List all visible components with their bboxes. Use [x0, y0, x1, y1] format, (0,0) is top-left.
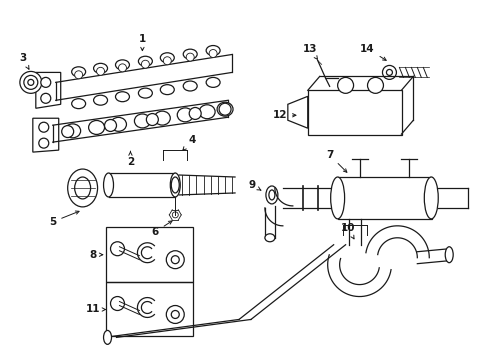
Ellipse shape	[183, 49, 197, 59]
Circle shape	[166, 251, 184, 269]
Ellipse shape	[134, 114, 150, 128]
Ellipse shape	[206, 45, 220, 55]
Circle shape	[382, 66, 396, 80]
Text: 4: 4	[183, 135, 196, 150]
Circle shape	[219, 103, 230, 115]
Ellipse shape	[67, 169, 98, 207]
Ellipse shape	[154, 111, 170, 125]
Text: 5: 5	[49, 211, 79, 227]
Bar	[337, 177, 431, 219]
Circle shape	[28, 80, 34, 85]
Circle shape	[118, 64, 126, 72]
Ellipse shape	[171, 177, 179, 193]
Text: 1: 1	[139, 33, 146, 51]
Ellipse shape	[444, 247, 452, 263]
Text: 3: 3	[19, 54, 29, 69]
Ellipse shape	[72, 99, 85, 109]
Ellipse shape	[93, 95, 107, 105]
Ellipse shape	[103, 330, 111, 345]
Ellipse shape	[64, 124, 81, 138]
Ellipse shape	[183, 81, 197, 91]
Circle shape	[367, 77, 383, 93]
Ellipse shape	[88, 121, 104, 134]
Circle shape	[171, 310, 179, 319]
Ellipse shape	[170, 173, 180, 197]
Circle shape	[186, 53, 194, 61]
Circle shape	[61, 126, 74, 138]
Ellipse shape	[177, 108, 193, 122]
Bar	[307, 90, 402, 135]
Circle shape	[75, 71, 82, 79]
Ellipse shape	[93, 63, 107, 73]
Ellipse shape	[160, 85, 174, 95]
Text: 12: 12	[272, 110, 295, 120]
Circle shape	[39, 122, 49, 132]
Ellipse shape	[330, 177, 344, 219]
Text: 6: 6	[151, 221, 172, 237]
Text: 14: 14	[360, 44, 386, 60]
Ellipse shape	[199, 105, 215, 119]
Text: 9: 9	[248, 180, 261, 190]
Ellipse shape	[206, 77, 220, 87]
Text: 10: 10	[340, 223, 354, 239]
Text: 7: 7	[325, 150, 346, 172]
Ellipse shape	[265, 186, 277, 204]
Ellipse shape	[75, 177, 90, 199]
Ellipse shape	[72, 67, 85, 77]
Circle shape	[337, 77, 353, 93]
Circle shape	[20, 71, 41, 93]
Ellipse shape	[138, 88, 152, 98]
Circle shape	[39, 138, 49, 148]
Text: 11: 11	[85, 305, 105, 315]
Ellipse shape	[264, 234, 274, 242]
Ellipse shape	[115, 60, 129, 70]
Circle shape	[163, 57, 171, 65]
Circle shape	[41, 77, 51, 87]
Circle shape	[24, 75, 38, 89]
Circle shape	[110, 297, 124, 310]
Circle shape	[104, 120, 116, 131]
Circle shape	[41, 93, 51, 103]
Ellipse shape	[115, 92, 129, 102]
Ellipse shape	[103, 173, 113, 197]
Circle shape	[141, 60, 149, 68]
Ellipse shape	[138, 56, 152, 66]
Circle shape	[172, 212, 178, 218]
Circle shape	[386, 69, 392, 75]
Bar	[105, 227, 193, 282]
Ellipse shape	[268, 190, 274, 200]
Text: 8: 8	[89, 250, 102, 260]
Text: 2: 2	[126, 152, 134, 167]
Circle shape	[110, 242, 124, 256]
Circle shape	[96, 67, 104, 75]
Circle shape	[171, 256, 179, 264]
Text: 13: 13	[302, 44, 317, 59]
Bar	[105, 282, 193, 336]
Circle shape	[209, 50, 217, 58]
Circle shape	[146, 113, 158, 126]
Ellipse shape	[217, 102, 233, 116]
Ellipse shape	[160, 53, 174, 63]
Ellipse shape	[424, 177, 437, 219]
Circle shape	[166, 306, 184, 323]
Ellipse shape	[110, 117, 126, 131]
Circle shape	[189, 108, 201, 120]
